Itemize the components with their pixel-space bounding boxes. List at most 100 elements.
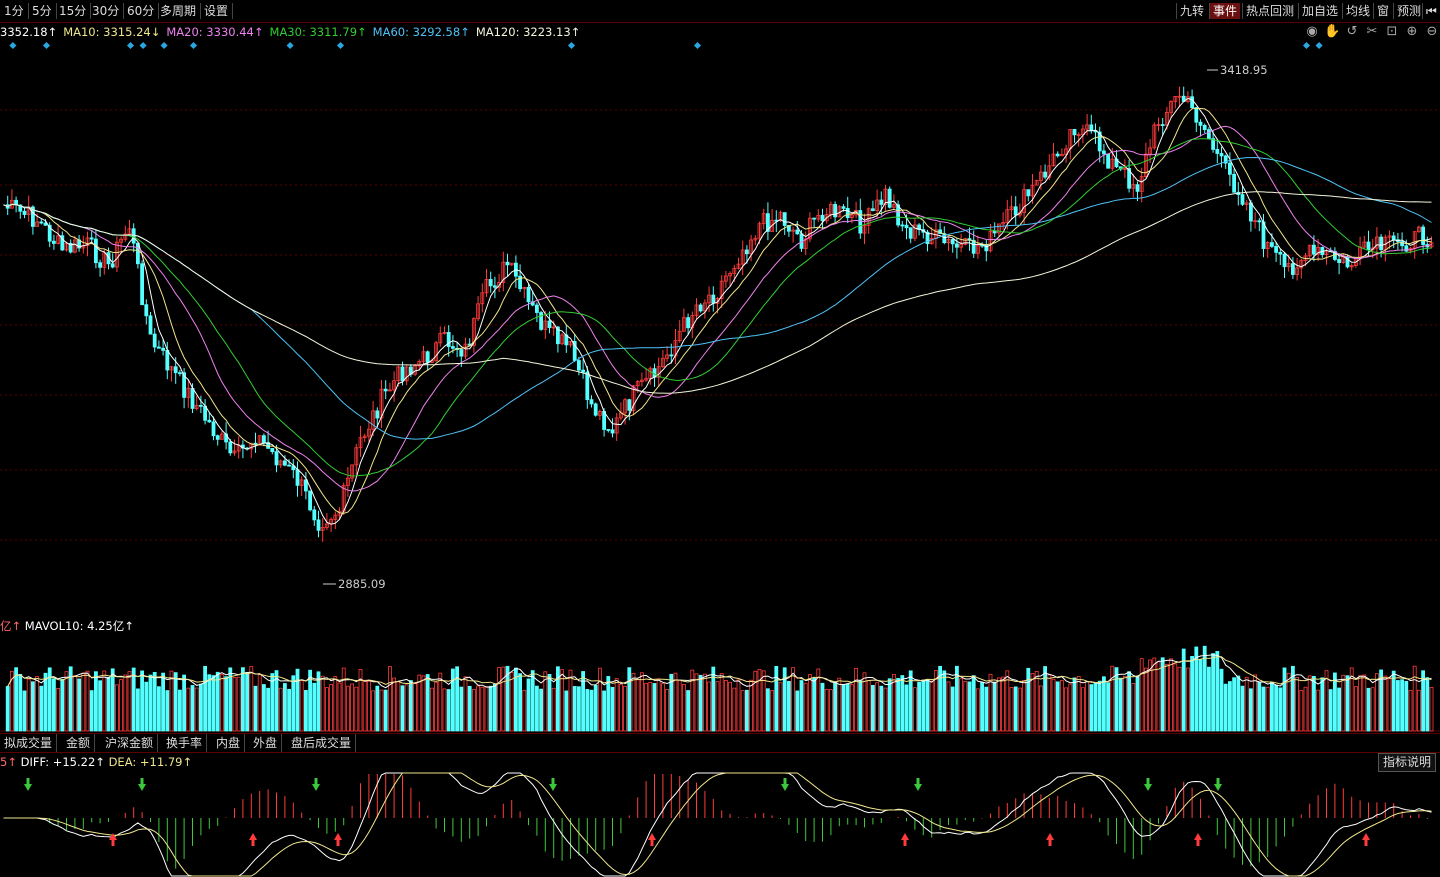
candle-body (1148, 147, 1152, 155)
volume-bar (274, 670, 279, 732)
event-button[interactable]: 事件 (1209, 3, 1241, 19)
ma-button[interactable]: 均线 (1342, 3, 1373, 19)
tf-15min[interactable]: 15分 (55, 3, 92, 19)
volume-bar (1215, 651, 1220, 732)
volume-bar (640, 672, 644, 732)
volume-bar (535, 685, 539, 732)
volume-bar (1349, 667, 1354, 732)
volume-bar (581, 671, 585, 732)
sell-arrow-stem (551, 778, 555, 784)
tf-5min[interactable]: 5分 (28, 3, 57, 19)
buy-arrow-stem (1364, 840, 1368, 846)
candle-body (560, 334, 564, 345)
zoom-out-icon[interactable]: ⊖ (1426, 24, 1438, 39)
macd-chart[interactable] (0, 772, 1440, 877)
add-watchlist-button[interactable]: 加自选 (1298, 3, 1341, 19)
candle-body (1270, 242, 1274, 247)
candle-body (690, 315, 695, 329)
candlestick-chart[interactable] (0, 40, 1440, 617)
candle-body (866, 208, 871, 226)
candle-body (371, 410, 376, 430)
sell-arrow-icon (1214, 784, 1222, 791)
candle-body (94, 238, 98, 264)
tf-multi-period[interactable]: 多周期 (156, 3, 202, 19)
sell-arrow-stem (1216, 778, 1220, 784)
candle-body (194, 404, 199, 409)
volume-bar (971, 675, 976, 732)
nine-turn-button[interactable]: 九转 (1176, 3, 1207, 19)
predict-button[interactable]: 预测 (1393, 3, 1424, 19)
tf-60min[interactable]: 60分 (123, 3, 160, 19)
candle-body (959, 243, 963, 248)
volume-bar (942, 670, 947, 732)
candle-body (745, 249, 749, 255)
candle-body (623, 399, 627, 414)
tab-after-hours-volume[interactable]: 盘后成交量 (287, 734, 357, 752)
volume-bar (1307, 675, 1312, 732)
volume-bar (757, 669, 762, 732)
candle-body (60, 235, 65, 251)
volume-bar (866, 680, 871, 732)
volume-bar (1093, 682, 1098, 732)
volume-bar (1345, 675, 1350, 732)
volume-bar (560, 669, 564, 732)
sell-arrow-stem (783, 778, 787, 784)
candle-body (955, 243, 959, 248)
candle-body (350, 464, 355, 479)
scissors-icon[interactable]: ✂ (1366, 24, 1378, 39)
volume-bar (766, 688, 770, 732)
candle-body (614, 417, 619, 434)
volume-bar (408, 680, 413, 732)
ma10-value: MA10: 3315.24↓ (63, 25, 161, 39)
volume-bar (350, 683, 355, 732)
tab-inner[interactable]: 内盘 (212, 734, 246, 752)
candle-body (522, 287, 527, 290)
volume-bar (425, 674, 430, 732)
candle-body (1312, 244, 1316, 255)
volume-bar (1173, 663, 1178, 732)
volume-bar (593, 685, 598, 732)
tf-settings[interactable]: 设置 (200, 3, 234, 19)
tf-30min[interactable]: 30分 (88, 3, 125, 19)
undo-icon[interactable]: ↺ (1346, 24, 1358, 39)
price-high-label: 3418.95 (1220, 63, 1268, 77)
tab-amount[interactable]: 金额 (62, 734, 96, 752)
volume-chart[interactable] (0, 634, 1440, 732)
tab-sim-volume[interactable]: 拟成交量 (0, 734, 58, 752)
volume-bar (631, 672, 636, 732)
event-marker (160, 41, 168, 50)
volume-bar (530, 670, 535, 732)
candle-body (110, 263, 115, 268)
lock-icon[interactable]: ⊡ (1386, 24, 1398, 39)
skip-back-button[interactable]: ⏮ (1422, 3, 1440, 19)
tf-1min[interactable]: 1分 (0, 3, 29, 19)
zoom-in-icon[interactable]: ⊕ (1406, 24, 1418, 39)
volume-bar (236, 676, 241, 732)
volume-bar (1249, 688, 1253, 732)
tab-hs-amount[interactable]: 沪深金额 (101, 734, 159, 752)
volume-bar (1362, 674, 1367, 732)
tab-outer[interactable]: 外盘 (249, 734, 283, 752)
candle-body (589, 399, 594, 405)
candle-body (976, 244, 980, 254)
hand-icon[interactable]: ✋ (1324, 24, 1341, 39)
tab-turnover[interactable]: 换手率 (162, 734, 208, 752)
volume-bar (94, 671, 98, 732)
volume-bar (497, 667, 502, 732)
window-button[interactable]: 窗 (1373, 3, 1392, 19)
sell-arrow-stem (314, 778, 318, 784)
event-marker (139, 41, 147, 50)
eye-icon[interactable]: ◉ (1306, 24, 1318, 39)
volume-bar (1051, 678, 1056, 732)
buy-arrow-stem (650, 840, 654, 846)
hot-backtest-button[interactable]: 热点回测 (1242, 3, 1297, 19)
indicator-help-button[interactable]: 指标说明 (1377, 753, 1436, 772)
volume-bar (1265, 686, 1270, 732)
volume-bar (379, 689, 384, 732)
volume-bar (140, 670, 145, 732)
candle-body (841, 206, 846, 209)
volume-bar (753, 670, 758, 732)
volume-bar (47, 667, 52, 732)
volume-bar (955, 665, 959, 732)
volume-bar (740, 690, 745, 732)
